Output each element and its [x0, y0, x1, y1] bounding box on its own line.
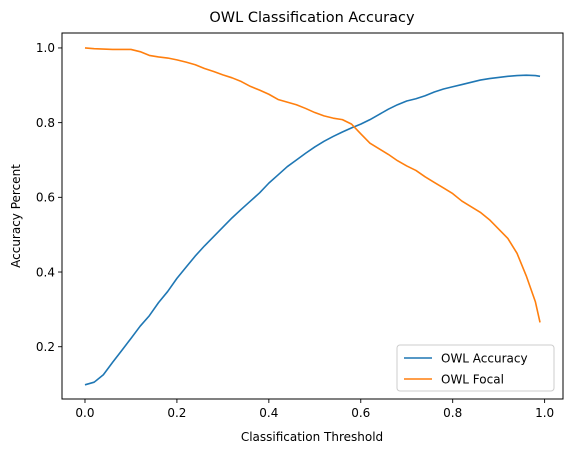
y-tick-label: 0.4 [36, 265, 55, 279]
y-tick-label: 1.0 [36, 41, 55, 55]
series-line-1 [84, 47, 541, 323]
x-tick-label: 1.0 [535, 406, 554, 420]
legend-label: OWL Accuracy [441, 351, 528, 365]
x-tick-label: 0.6 [351, 406, 370, 420]
y-tick-label: 0.2 [36, 340, 55, 354]
axes-frame [61, 32, 564, 400]
plot-area [84, 47, 541, 386]
legend: OWL Accuracy OWL Focal [396, 344, 555, 392]
y-tick-label: 0.8 [36, 116, 55, 130]
series-line-0 [84, 74, 541, 386]
legend-label: OWL Focal [441, 372, 504, 386]
x-tick-label: 0.8 [443, 406, 462, 420]
x-axis-label: Classification Threshold [241, 430, 383, 444]
axis-ticks: 0.0 0.2 0.4 0.6 0.8 1.0 0.2 0.4 0.6 0.8 1.0 [36, 41, 554, 420]
chart-title: OWL Classification Accuracy [209, 10, 415, 26]
x-tick-label: 0.0 [75, 406, 94, 420]
x-tick-label: 0.2 [167, 406, 186, 420]
y-axis-label: Accuracy Percent [9, 164, 23, 268]
legend-box [396, 344, 555, 392]
x-tick-label: 0.4 [259, 406, 278, 420]
y-tick-label: 0.6 [36, 191, 55, 205]
